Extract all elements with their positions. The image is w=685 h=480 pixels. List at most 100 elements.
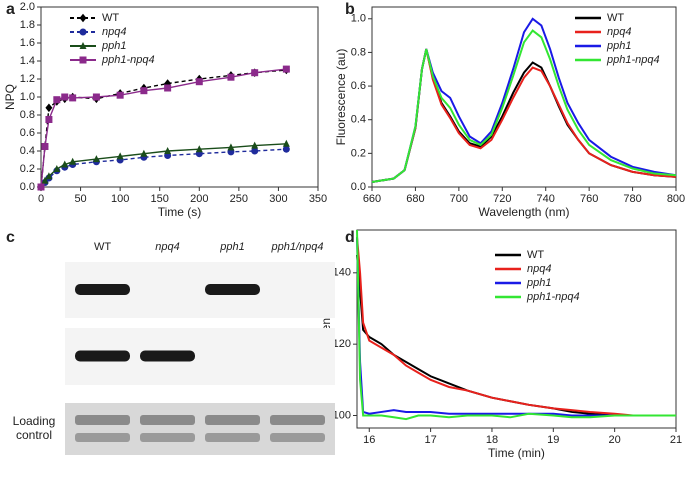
panel-label: d xyxy=(345,229,355,246)
lane-label: WT xyxy=(94,241,111,253)
marker xyxy=(227,73,235,81)
row-label-line: Loading xyxy=(13,414,56,428)
x-tick-label: 660 xyxy=(363,193,381,205)
marker xyxy=(195,145,203,153)
series-line xyxy=(40,148,287,188)
y-tick-label: 1.0 xyxy=(351,13,366,25)
marker xyxy=(53,96,61,104)
y-tick-label: 0.2 xyxy=(351,147,366,159)
x-axis-label: Time (s) xyxy=(158,205,202,219)
x-tick-label: 760 xyxy=(580,193,598,205)
x-tick-label: 20 xyxy=(609,434,621,446)
legend-label: npq4 xyxy=(607,26,631,38)
y-tick-label: 120 xyxy=(333,338,351,350)
y-tick-label: 0.8 xyxy=(20,109,35,121)
legend-label: WT xyxy=(527,249,544,261)
y-tick-label: 1.2 xyxy=(20,73,35,85)
row-label: Loading control xyxy=(13,414,56,442)
marker xyxy=(37,183,45,191)
band xyxy=(140,415,195,425)
marker xyxy=(140,149,148,157)
marker xyxy=(45,103,53,113)
y-tick-label: 1.8 xyxy=(20,19,35,31)
x-tick-label: 300 xyxy=(269,193,287,205)
marker xyxy=(79,13,87,23)
x-tick-label: 740 xyxy=(537,193,555,205)
row-label-line: control xyxy=(16,428,52,442)
marker xyxy=(61,160,69,168)
marker xyxy=(92,155,100,163)
legend-label: pph1 xyxy=(526,277,551,289)
x-tick-label: 200 xyxy=(190,193,208,205)
x-tick-label: 250 xyxy=(230,193,248,205)
marker xyxy=(116,91,124,99)
y-tick-label: 0.6 xyxy=(20,127,35,139)
marker xyxy=(79,42,87,49)
marker xyxy=(251,147,259,155)
legend-label: pph1 xyxy=(101,40,126,52)
marker xyxy=(45,172,53,180)
marker xyxy=(282,65,290,73)
legend-label: pph1-npq4 xyxy=(526,291,580,303)
band xyxy=(270,433,325,442)
x-tick-label: 720 xyxy=(493,193,511,205)
series-line xyxy=(356,229,676,421)
y-tick-label: 0.0 xyxy=(20,181,35,193)
x-tick-label: 780 xyxy=(623,193,641,205)
marker xyxy=(69,157,77,165)
x-tick-label: 100 xyxy=(111,193,129,205)
marker xyxy=(195,78,203,86)
y-tick-label: 0.4 xyxy=(20,145,35,157)
series-line xyxy=(40,68,287,188)
band xyxy=(140,433,195,442)
marker xyxy=(92,93,100,101)
blot-background xyxy=(65,403,335,455)
y-tick-label: 2.0 xyxy=(20,1,35,13)
series-line xyxy=(40,69,287,188)
series-line xyxy=(356,237,676,417)
series-line xyxy=(371,29,677,183)
x-tick-label: 18 xyxy=(486,434,498,446)
marker xyxy=(61,93,69,101)
marker xyxy=(116,152,124,160)
panel-label: c xyxy=(6,229,15,246)
legend-label: npq4 xyxy=(102,26,126,38)
marker xyxy=(282,139,290,147)
x-axis-label: Time (min) xyxy=(488,446,545,460)
band xyxy=(75,350,130,362)
band xyxy=(140,350,195,362)
y-tick-label: 0.8 xyxy=(351,46,366,58)
marker xyxy=(251,141,259,149)
x-tick-label: 680 xyxy=(406,193,424,205)
panel-label: b xyxy=(345,1,355,18)
y-tick-label: 0.6 xyxy=(351,80,366,92)
marker xyxy=(227,143,235,151)
x-tick-label: 700 xyxy=(450,193,468,205)
marker xyxy=(251,69,259,77)
x-tick-label: 17 xyxy=(424,434,436,446)
legend-label: pph1-npq4 xyxy=(101,54,155,66)
x-tick-label: 21 xyxy=(670,434,682,446)
legend-label: pph1-npq4 xyxy=(606,54,660,66)
band xyxy=(205,415,260,425)
legend-label: WT xyxy=(607,12,624,24)
legend-label: pph1 xyxy=(606,40,631,52)
band xyxy=(205,284,260,295)
marker xyxy=(140,87,148,95)
x-tick-label: 0 xyxy=(38,193,44,205)
marker xyxy=(79,28,87,36)
band xyxy=(75,415,130,425)
plot-frame xyxy=(371,6,677,188)
band xyxy=(270,415,325,425)
x-tick-label: 800 xyxy=(667,193,685,205)
x-tick-label: 150 xyxy=(151,193,169,205)
y-tick-label: 1.6 xyxy=(20,37,35,49)
marker xyxy=(164,147,172,154)
legend-label: npq4 xyxy=(527,263,551,275)
marker xyxy=(41,176,49,184)
band xyxy=(205,433,260,442)
plot-frame xyxy=(356,229,677,429)
marker xyxy=(45,116,53,123)
y-tick-label: 1.4 xyxy=(20,55,35,67)
y-tick-label: 100 xyxy=(333,409,351,421)
